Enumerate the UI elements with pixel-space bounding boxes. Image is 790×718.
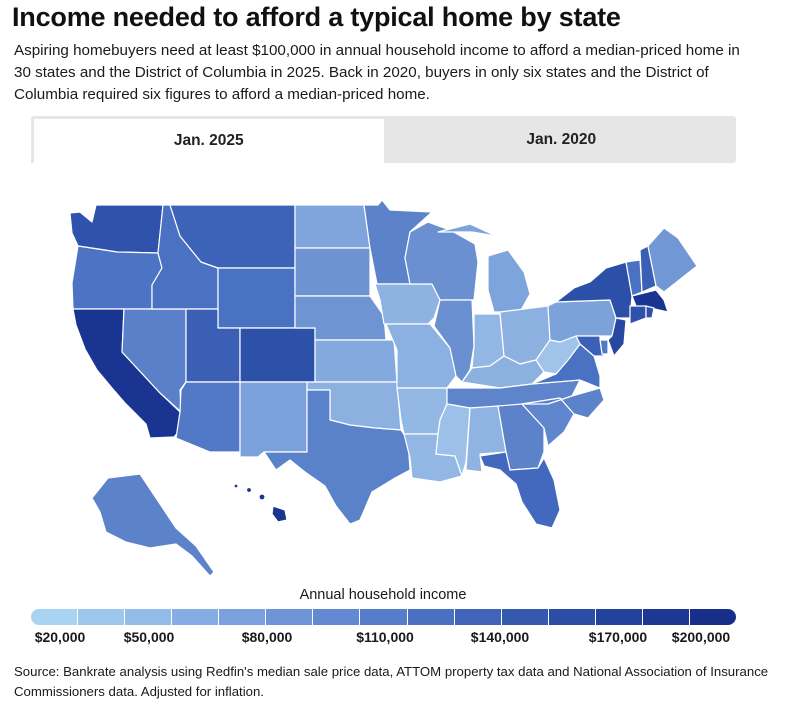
legend-tick: $110,000 xyxy=(356,629,414,645)
legend-color-segment xyxy=(266,609,313,625)
state-SD[interactable] xyxy=(294,247,371,297)
legend-color-bar xyxy=(31,609,736,625)
legend-tick: $50,000 xyxy=(123,629,175,645)
state-MD[interactable] xyxy=(575,335,609,357)
legend-title: Annual household income xyxy=(299,587,467,603)
state-ME[interactable] xyxy=(647,227,698,293)
state-IA[interactable] xyxy=(374,283,441,325)
legend-tick: $80,000 xyxy=(241,629,293,645)
legend-tick: $170,000 xyxy=(588,629,648,645)
chart-title: Income needed to afford a typical home b… xyxy=(12,2,621,32)
state-MI[interactable] xyxy=(437,223,531,313)
state-TX[interactable] xyxy=(263,389,411,525)
state-CT[interactable] xyxy=(629,305,647,325)
state-RI[interactable] xyxy=(645,305,655,319)
state-CO[interactable] xyxy=(239,327,316,383)
state-AK[interactable] xyxy=(91,473,215,577)
state-ND[interactable] xyxy=(294,204,371,249)
chart-subtitle: Aspiring homebuyers need at least $100,0… xyxy=(14,42,740,103)
state-WY[interactable] xyxy=(217,267,296,329)
legend-color-segment xyxy=(31,609,78,625)
legend-color-segment xyxy=(454,609,501,625)
legend-color-segment xyxy=(125,609,172,625)
legend-color-segment xyxy=(501,609,548,625)
state-NC[interactable] xyxy=(521,387,605,419)
legend-color-segment xyxy=(78,609,125,625)
state-OR[interactable] xyxy=(71,245,163,310)
legend-color-segment xyxy=(642,609,689,625)
tab-jan-2020[interactable]: Jan. 2020 xyxy=(526,130,597,148)
us-map xyxy=(69,199,698,577)
legend-tick: $200,000 xyxy=(671,629,731,645)
state-MO[interactable] xyxy=(385,323,457,389)
year-tabs: Jan. 2025 Jan. 2020 xyxy=(31,116,736,163)
state-WI[interactable] xyxy=(404,221,479,301)
legend-color-segment xyxy=(219,609,266,625)
state-KS[interactable] xyxy=(314,339,398,383)
state-AZ[interactable] xyxy=(175,381,241,453)
legend-color-segment xyxy=(360,609,407,625)
legend-color-segment xyxy=(548,609,595,625)
legend-color-segment xyxy=(689,609,736,625)
state-NJ[interactable] xyxy=(607,317,627,357)
legend-tick: $20,000 xyxy=(34,629,86,645)
state-WA[interactable] xyxy=(69,204,164,254)
legend-color-segment xyxy=(172,609,219,625)
tab-jan-2025[interactable]: Jan. 2025 xyxy=(31,116,387,163)
legend-color-segment xyxy=(407,609,454,625)
legend-color-segment xyxy=(313,609,360,625)
source-note: Source: Bankrate analysis using Redfin's… xyxy=(14,664,769,699)
legend-tick: $140,000 xyxy=(470,629,530,645)
state-NM[interactable] xyxy=(239,381,308,458)
state-FL[interactable] xyxy=(479,451,561,529)
state-HI[interactable] xyxy=(233,483,288,523)
legend-color-segment xyxy=(595,609,642,625)
